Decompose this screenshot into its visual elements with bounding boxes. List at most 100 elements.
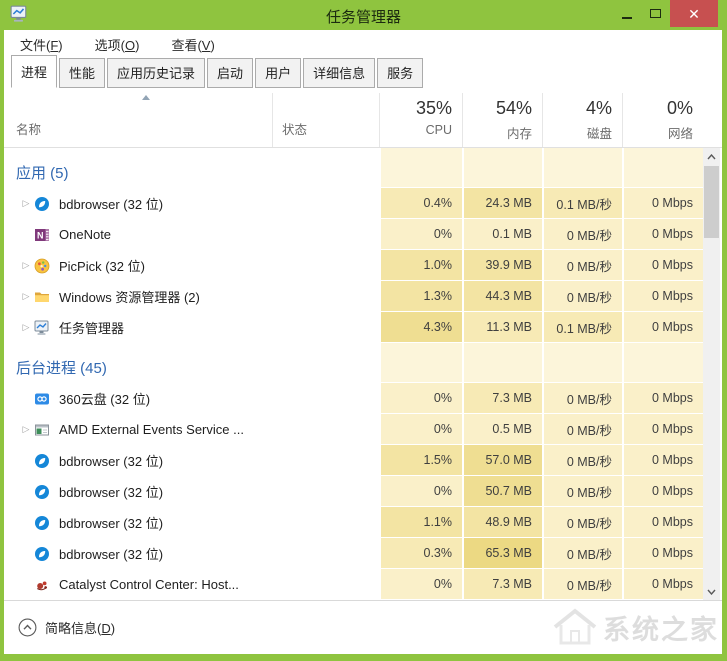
header-divider <box>462 93 463 147</box>
expand-arrow-icon[interactable]: ▷ <box>22 424 30 434</box>
cpu-cell: 0% <box>379 414 462 445</box>
header-divider <box>622 93 623 147</box>
network-cell: 0 Mbps <box>622 507 703 538</box>
onenote-icon: N <box>34 227 50 243</box>
network-cell: 0 Mbps <box>622 219 703 250</box>
process-name: bdbrowser (32 位) <box>59 516 164 531</box>
network-cell: 0 Mbps <box>622 476 703 507</box>
tab-users[interactable]: 用户 <box>255 58 302 88</box>
memory-cell: 0.1 MB <box>462 219 542 250</box>
tab-startup[interactable]: 启动 <box>207 58 254 88</box>
client-area: 文件(F) 选项(O) 查看(V) 进程 性能 应用历史记录 启动 用户 详细信息 服务 名称 … <box>4 30 722 654</box>
bdbrowser-icon <box>34 546 50 562</box>
fewer-details-button[interactable]: 简略信息(D) <box>18 618 115 637</box>
expand-arrow-icon[interactable]: ▷ <box>22 291 30 301</box>
table-row[interactable]: 360云盘 (32 位) 0% 7.3 MB 0 MB/秒 0 Mbps <box>4 383 703 414</box>
sort-ascending-icon <box>142 95 150 100</box>
tab-app-history[interactable]: 应用历史记录 <box>107 58 206 88</box>
disk-cell <box>542 148 622 188</box>
tab-strip: 进程 性能 应用历史记录 启动 用户 详细信息 服务 <box>4 55 722 88</box>
table-row[interactable]: N OneNote 0% 0.1 MB 0 MB/秒 0 Mbps <box>4 219 703 250</box>
footer-bar: 简略信息(D) <box>4 600 722 654</box>
column-header-memory[interactable]: 54% 内存 <box>462 88 542 147</box>
table-row[interactable]: ▷ PicPick (32 位) 1.0% 39.9 MB 0 MB/秒 0 Mbps <box>4 250 703 281</box>
cpu-cell: 1.3% <box>379 281 462 312</box>
table-row[interactable]: ▷ Windows 资源管理器 (2) 1.3% 44.3 MB 0 MB/秒 0 Mbp… <box>4 281 703 312</box>
cpu-cell: 0.3% <box>379 538 462 569</box>
network-cell: 0 Mbps <box>622 383 703 414</box>
expand-arrow-icon[interactable]: ▷ <box>22 260 30 270</box>
table-row[interactable]: bdbrowser (32 位) 1.1% 48.9 MB 0 MB/秒 0 Mbps <box>4 507 703 538</box>
column-header-name[interactable]: 名称 <box>16 123 42 137</box>
scroll-up-icon[interactable] <box>703 148 720 165</box>
task-manager-app-icon <box>10 5 28 23</box>
column-header-cpu[interactable]: 35% CPU <box>379 88 462 147</box>
section-header-row[interactable]: 后台进程 (45) <box>4 343 703 383</box>
memory-cell: 0.5 MB <box>462 414 542 445</box>
vertical-scrollbar[interactable] <box>703 148 720 600</box>
bdbrowser-icon <box>34 515 50 531</box>
table-row[interactable]: ▷ bdbrowser (32 位) 0.4% 24.3 MB 0.1 MB/秒 0 Mb… <box>4 188 703 219</box>
memory-cell: 39.9 MB <box>462 250 542 281</box>
cloud360-icon <box>34 391 50 407</box>
cpu-total-percent: 35% <box>415 98 452 118</box>
process-name: 360云盘 (32 位) <box>59 392 151 407</box>
tab-services[interactable]: 服务 <box>377 58 424 88</box>
network-cell: 0 Mbps <box>622 188 703 219</box>
process-name: OneNote <box>59 227 112 242</box>
scroll-down-icon[interactable] <box>703 583 720 600</box>
table-row[interactable]: ▷ 任务管理器 4.3% 11.3 MB 0.1 MB/秒 0 Mbps <box>4 312 703 343</box>
process-name: bdbrowser (32 位) <box>59 485 164 500</box>
minimize-button[interactable] <box>612 0 641 27</box>
disk-cell: 0 MB/秒 <box>542 383 622 414</box>
network-total-percent: 0% <box>666 98 693 118</box>
disk-cell: 0 MB/秒 <box>542 281 622 312</box>
disk-cell: 0 MB/秒 <box>542 414 622 445</box>
process-rows: 应用 (5) ▷ bdbrowser (32 位) 0.4% 24.3 MB 0.1 MB… <box>4 148 703 600</box>
section-label: 后台进程 (45) <box>16 360 107 377</box>
header-divider <box>272 93 273 147</box>
table-row[interactable]: Catalyst Control Center: Host... 0% 7.3 MB… <box>4 569 703 600</box>
column-header-disk[interactable]: 4% 磁盘 <box>542 88 622 147</box>
tab-processes[interactable]: 进程 <box>11 55 58 88</box>
minimize-icon <box>621 16 632 19</box>
menu-item-options[interactable]: 选项(O) <box>94 37 140 53</box>
header-divider <box>542 93 543 147</box>
table-header: 名称 状态 35% CPU 54% 内存 4% 磁盘 0% 网络 <box>4 88 722 148</box>
scrollbar-thumb[interactable] <box>704 166 719 238</box>
section-header-row[interactable]: 应用 (5) <box>4 148 703 188</box>
memory-cell: 44.3 MB <box>462 281 542 312</box>
process-name: 任务管理器 <box>59 321 125 336</box>
disk-cell: 0 MB/秒 <box>542 507 622 538</box>
expand-arrow-icon[interactable]: ▷ <box>22 198 30 208</box>
expand-arrow-icon[interactable]: ▷ <box>22 322 30 332</box>
memory-cell: 24.3 MB <box>462 188 542 219</box>
memory-cell: 65.3 MB <box>462 538 542 569</box>
disk-cell: 0 MB/秒 <box>542 476 622 507</box>
network-cell: 0 Mbps <box>622 250 703 281</box>
table-row[interactable]: ▷ AMD External Events Service ... 0% 0.5 MB… <box>4 414 703 445</box>
network-cell: 0 Mbps <box>622 281 703 312</box>
tab-performance[interactable]: 性能 <box>59 58 106 88</box>
disk-cell: 0 MB/秒 <box>542 569 622 600</box>
memory-cell <box>462 148 542 188</box>
memory-cell: 7.3 MB <box>462 383 542 414</box>
table-row[interactable]: bdbrowser (32 位) 1.5% 57.0 MB 0 MB/秒 0 Mbps <box>4 445 703 476</box>
process-name: AMD External Events Service ... <box>59 422 244 437</box>
maximize-button[interactable] <box>641 0 670 27</box>
tab-details[interactable]: 详细信息 <box>303 58 376 88</box>
menu-item-view[interactable]: 查看(V) <box>171 37 215 53</box>
network-cell: 0 Mbps <box>622 414 703 445</box>
memory-cell: 50.7 MB <box>462 476 542 507</box>
column-header-status[interactable]: 状态 <box>282 123 308 137</box>
titlebar[interactable]: 任务管理器 ✕ <box>0 0 727 30</box>
table-row[interactable]: bdbrowser (32 位) 0% 50.7 MB 0 MB/秒 0 Mbps <box>4 476 703 507</box>
table-row[interactable]: bdbrowser (32 位) 0.3% 65.3 MB 0 MB/秒 0 Mbps <box>4 538 703 569</box>
column-header-network[interactable]: 0% 网络 <box>622 88 703 147</box>
cpu-cell: 0% <box>379 476 462 507</box>
disk-cell: 0 MB/秒 <box>542 250 622 281</box>
cpu-cell: 1.0% <box>379 250 462 281</box>
close-button[interactable]: ✕ <box>670 0 718 27</box>
menu-item-file[interactable]: 文件(F) <box>20 37 63 53</box>
cpu-cell: 1.1% <box>379 507 462 538</box>
